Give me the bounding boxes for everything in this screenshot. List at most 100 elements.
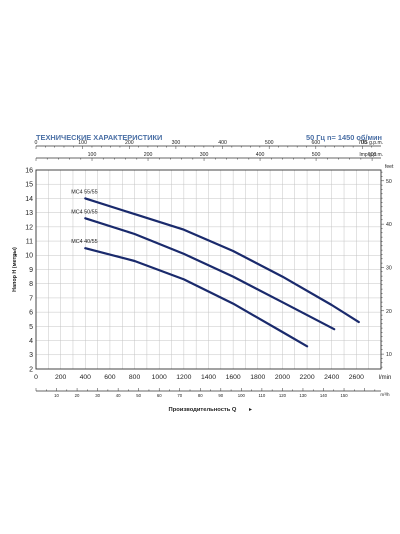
m3h-tick-label: 100: [238, 393, 246, 398]
feet-tick-label: 50: [386, 179, 392, 185]
imp-gpm-tick-label: 600: [368, 152, 377, 158]
series-line: [84, 197, 360, 324]
us-gpm-tick-label: 100: [78, 140, 87, 146]
imp-gpm-tick-label: 200: [144, 152, 153, 158]
series-line: [84, 247, 309, 348]
series-point: [306, 345, 308, 347]
x-unit-label: l/min: [379, 375, 392, 381]
series-point: [84, 197, 86, 200]
series-point: [183, 229, 185, 231]
y-tick-label: 11: [26, 238, 33, 245]
y-tick-label: 3: [29, 352, 33, 359]
series-point: [232, 250, 234, 252]
series-label: MC4 55/55: [71, 189, 97, 195]
series-point: [358, 321, 360, 323]
m3h-tick-label: 80: [198, 393, 203, 398]
x-tick-label: 1000: [152, 374, 167, 381]
feet-tick-label: 30: [386, 265, 392, 271]
x-tick-label: 600: [104, 374, 116, 381]
x-tick-label: 2000: [275, 374, 290, 381]
y-tick-label: 8: [29, 281, 33, 288]
series-point: [281, 301, 284, 303]
series-point: [133, 213, 136, 215]
m3h-tick-label: 60: [157, 393, 162, 398]
us-gpm-tick-label: 300: [172, 140, 181, 146]
x-tick-label: 2200: [300, 374, 315, 381]
x-tick-label: 200: [55, 374, 67, 381]
imp-gpm-tick-label: 500: [312, 152, 321, 158]
x-tick-label: 800: [129, 374, 141, 381]
y-tick-label: 14: [25, 196, 33, 203]
series-point: [133, 233, 136, 235]
x-axis-arrow-icon: ▸: [249, 407, 252, 413]
series: [84, 197, 360, 348]
us-gpm-tick-label: 500: [265, 140, 274, 146]
imp-gpm-tick-label: 300: [200, 152, 209, 158]
m3h-tick-label: 70: [177, 393, 182, 398]
y-tick-label: 6: [29, 310, 33, 317]
y-tick-label: 13: [25, 210, 33, 217]
us-gpm-tick-label: 400: [218, 140, 227, 146]
plot-frame: [35, 169, 382, 370]
series-label: MC4 50/55: [71, 209, 97, 215]
series-point: [331, 304, 333, 306]
y-tick-label: 16: [25, 167, 33, 174]
series-point: [232, 303, 234, 305]
x-tick-label: 400: [80, 374, 92, 381]
x-tick-label: 1400: [201, 374, 216, 381]
imp-gpm-tick-label: 100: [88, 152, 97, 158]
y-axis-title: Напор H (метры): [12, 247, 18, 292]
y-tick-label: 2: [29, 366, 33, 373]
x-tick-label: 2600: [349, 374, 364, 381]
chart-subtitle: 50 Гц n= 1450 об/мин: [305, 133, 382, 142]
y-tick-label: 5: [29, 324, 33, 331]
m3h-tick-label: 130: [299, 393, 307, 398]
series-labels: MC4 55/55 MC4 50/55 MC4 40/55: [71, 189, 97, 245]
series-point: [84, 217, 86, 219]
m3h-tick-label: 150: [340, 393, 348, 398]
y-tick-label: 7: [29, 295, 33, 302]
series-point: [133, 260, 136, 262]
x-tick-label: 1200: [176, 374, 191, 381]
us-gpm-unit-label: US g.p.m.: [361, 140, 383, 146]
us-gpm-tick-label: 0: [35, 140, 38, 146]
series-line: [84, 217, 336, 331]
us-gpm-tick-label: 200: [125, 140, 134, 146]
y-tick-label: 15: [25, 182, 33, 189]
chart-title: ТЕХНИЧЕСКИЕ ХАРАКТЕРИСТИКИ: [36, 133, 163, 142]
imp-gpm-tick-label: 400: [256, 152, 265, 158]
x-tick-label: 2400: [324, 374, 339, 381]
m3h-tick-label: 20: [75, 393, 80, 398]
feet-tick-label: 20: [386, 309, 392, 315]
series-point: [281, 276, 284, 278]
series-point: [281, 331, 284, 333]
series-point: [232, 276, 234, 278]
feet-tick-label: 10: [386, 352, 392, 358]
axes: [35, 145, 384, 392]
x-tick-label: 0: [34, 374, 38, 381]
series-label: MC4 40/55: [71, 239, 97, 245]
y-axis-arrow-icon: ▸: [15, 252, 18, 258]
x-tick-label: 1800: [250, 374, 265, 381]
series-point: [183, 253, 185, 255]
m3h-tick-label: 110: [258, 393, 265, 398]
us-gpm-tick-label: 600: [311, 140, 320, 146]
x-axis-title: Производительность Q: [169, 407, 237, 413]
series-point: [183, 278, 185, 281]
series-point: [333, 328, 335, 330]
m3h-tick-label: 120: [279, 393, 287, 398]
us-gpm-tick-label: 700: [358, 140, 367, 146]
m3h-unit-label: m³/h: [380, 392, 390, 397]
feet-unit-label: feet: [385, 164, 394, 170]
feet-tick-label: 40: [386, 222, 392, 228]
m3h-tick-label: 140: [320, 393, 328, 398]
m3h-tick-label: 50: [136, 393, 141, 398]
m3h-tick-label: 30: [95, 393, 100, 398]
m3h-tick-label: 10: [54, 393, 59, 398]
y-tick-label: 12: [25, 224, 33, 231]
y-tick-label: 9: [29, 267, 33, 274]
m3h-tick-label: 40: [116, 393, 121, 398]
x-tick-label: 1600: [226, 374, 241, 381]
